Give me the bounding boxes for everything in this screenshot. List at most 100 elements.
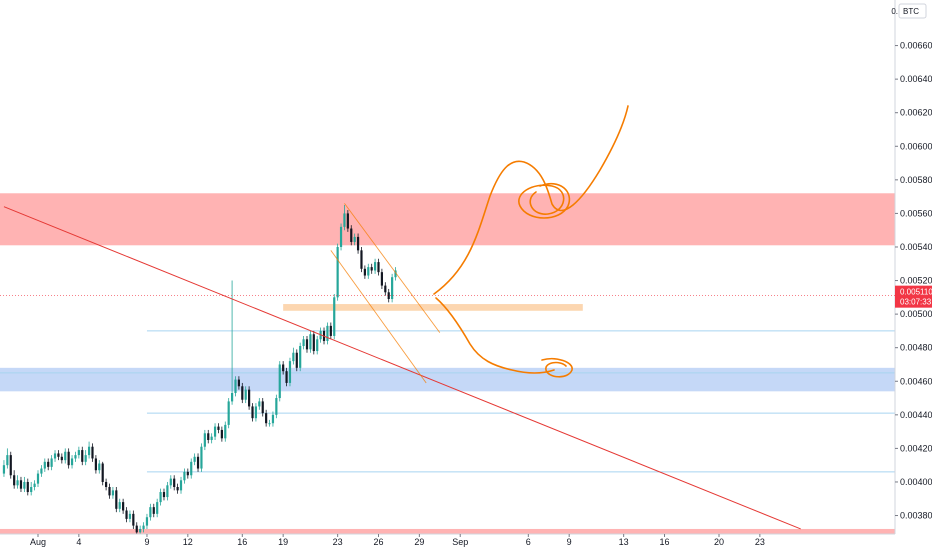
candle-body [19,480,23,489]
currency-badge[interactable] [898,3,927,19]
candle-body [173,478,176,488]
candle-body [2,465,6,474]
candle-body [288,361,292,383]
time-tick-label: 9 [567,537,572,547]
time-tick-label: Aug [30,537,46,547]
bearish-projection-path[interactable] [435,297,555,374]
candle-body [227,401,230,425]
price-tick-label: 0.003800 [900,511,932,521]
candle-body [234,379,237,394]
candle-body [213,426,217,437]
candle-body [135,525,138,533]
candle-body [312,334,315,352]
candle-body [64,451,67,461]
candle-body [16,480,19,486]
candle-body [40,468,43,474]
candle-body [353,236,356,242]
descending-trendline[interactable] [3,206,801,530]
candle-body [50,458,53,467]
time-tick-label: 23 [755,537,765,547]
time-tick-label: 12 [183,537,193,547]
candle-body [220,429,223,439]
candle-body [53,453,57,459]
candle-body [6,455,9,466]
candle-body [251,406,254,419]
time-tick-label: 29 [414,537,424,547]
candle-body [282,364,285,372]
time-tick-label: 16 [237,537,247,547]
candle-body [336,246,339,298]
candle-body [326,325,329,341]
candle-body [265,413,268,424]
time-tick-label: 19 [278,537,288,547]
breakout-zone[interactable] [283,304,583,311]
candle-body [169,478,172,486]
time-tick-label: Sep [452,537,468,547]
candle-body [47,461,50,467]
candle-body [292,352,295,362]
candle-body [179,480,183,491]
candle-body [391,277,394,300]
candle-body [230,393,234,402]
candle-body [333,297,336,336]
target-scribble-bottom[interactable] [541,357,573,378]
resistance-zone[interactable] [0,193,895,246]
candle-body [190,461,193,476]
time-tick-label: 9 [144,537,149,547]
current-price-badge[interactable] [895,285,932,308]
candle-body [30,487,33,493]
candle-body [142,525,145,529]
current-price-label: 0.005110 [900,288,932,297]
channel-upper-line[interactable] [344,203,441,333]
candle-body [43,461,46,469]
candle-body [67,451,70,466]
candle-body [149,507,152,518]
candle-body [176,487,179,491]
candle-body [186,471,189,476]
candle-body [98,463,101,471]
candle-body [384,285,387,293]
bullish-projection-path[interactable] [433,105,629,295]
candle-body [237,379,240,387]
candle-body [23,481,26,489]
candle-body [87,446,91,456]
candle-body [111,490,115,496]
candle-body [360,250,363,269]
candle-body [36,473,40,484]
candle-body [162,492,166,498]
candle-body [380,272,384,286]
candle-body [81,450,84,462]
channel-lower-line[interactable] [330,250,427,384]
time-tick-label: 20 [714,537,724,547]
candle-body [244,389,247,400]
candle-body [285,371,288,383]
hand-drawings-layer [433,105,629,378]
target-scribble-top[interactable] [518,182,571,219]
candle-body [258,401,261,407]
candle-body [74,455,77,459]
candle-body [101,463,104,482]
candle-body [207,433,210,441]
candle-body [159,492,162,503]
candle-body [108,487,111,496]
candle-body [254,406,258,419]
candle-body [33,483,36,488]
candle-body [77,450,80,456]
candle-body [241,386,244,400]
candle-body [166,485,169,498]
candle-body [370,267,373,271]
support-zone[interactable] [0,367,895,392]
candle-body [316,339,319,352]
candle-body [350,228,353,242]
candle-body [248,389,251,407]
